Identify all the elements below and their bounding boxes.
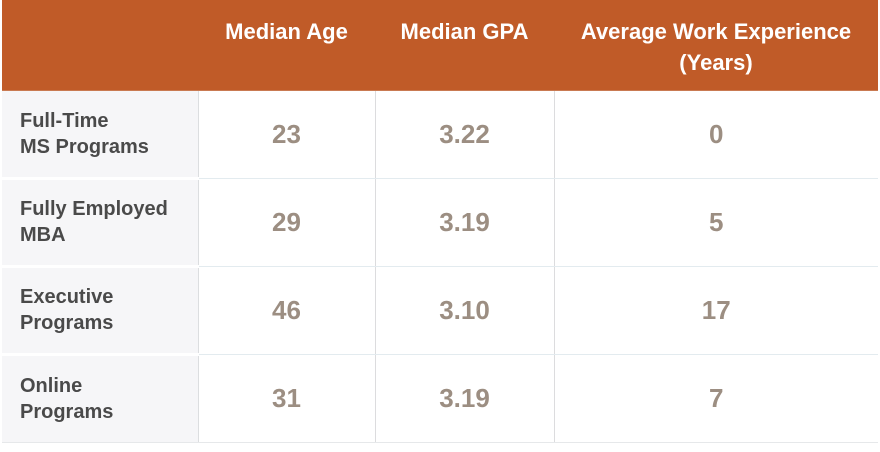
median-gpa-value: 3.19	[375, 178, 555, 267]
row-label-line2: Programs	[20, 312, 114, 334]
work-experience-value: 0	[554, 90, 878, 179]
work-experience-value: 5	[554, 178, 878, 267]
row-label-executive: Executive Programs	[2, 266, 199, 356]
row-label-line1: Fully Employed	[20, 198, 168, 220]
median-age-value: 46	[198, 266, 376, 355]
row-label-online: Online Programs	[2, 354, 199, 443]
work-experience-value: 7	[554, 354, 878, 443]
work-experience-value: 17	[554, 266, 878, 355]
header-cell-work-experience: Average Work Experience (Years)	[554, 0, 878, 91]
row-label-line2: MBA	[20, 224, 66, 246]
header-work-experience-line1: Average Work Experience	[580, 19, 852, 44]
table-row-online: Online Programs 31 3.19 7	[2, 354, 878, 443]
row-label-line1: Online	[20, 374, 83, 397]
row-label-line2: Programs	[20, 400, 114, 423]
median-gpa-value: 3.19	[375, 354, 555, 443]
median-age-value: 23	[198, 90, 376, 179]
row-label-line1: Executive	[20, 286, 114, 308]
header-cell-empty	[2, 0, 198, 91]
table-row-fulltime-ms: Full-Time MS Programs 23 3.22 0	[2, 90, 878, 180]
table-row-fully-employed-mba: Fully Employed MBA 29 3.19 5	[2, 178, 878, 268]
median-age-value: 31	[198, 354, 376, 443]
row-label-fulltime-ms: Full-Time MS Programs	[2, 90, 199, 180]
header-row: Median Age Median GPA Average Work Exper…	[2, 0, 878, 91]
header-cell-median-gpa: Median GPA	[375, 0, 554, 91]
row-label-line2: MS Programs	[20, 135, 149, 158]
table-row-executive: Executive Programs 46 3.10 17	[2, 266, 878, 356]
row-label-line1: Full-Time	[20, 109, 109, 132]
header-work-experience-line2: (Years)	[679, 50, 753, 75]
median-gpa-value: 3.10	[375, 266, 555, 355]
median-gpa-value: 3.22	[375, 90, 555, 179]
header-cell-median-age: Median Age	[198, 0, 375, 91]
row-label-fully-employed-mba: Fully Employed MBA	[2, 178, 199, 268]
median-age-value: 29	[198, 178, 376, 267]
programs-comparison-table: Median Age Median GPA Average Work Exper…	[2, 0, 878, 443]
